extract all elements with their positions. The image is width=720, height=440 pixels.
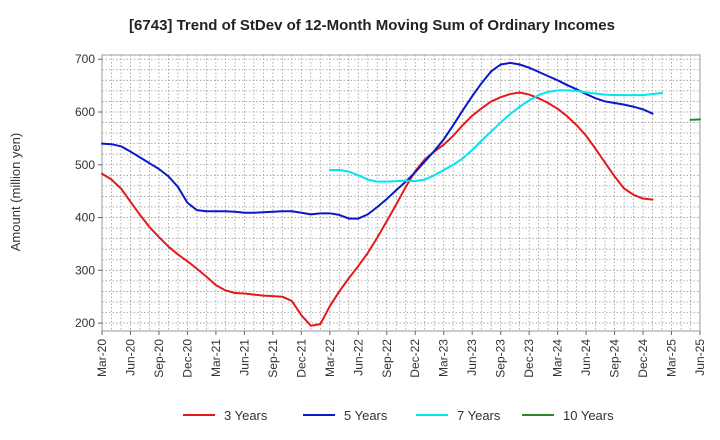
x-tick-label: Jun-20 bbox=[123, 339, 137, 376]
x-tick-label: Dec-21 bbox=[294, 339, 308, 378]
x-tick-label: Sep-20 bbox=[152, 339, 166, 378]
x-tick-label: Dec-20 bbox=[180, 339, 194, 378]
y-tick-label: 500 bbox=[75, 158, 95, 172]
y-tick-label: 700 bbox=[75, 52, 95, 66]
x-tick-label: Mar-21 bbox=[209, 339, 223, 377]
plot-area bbox=[101, 54, 701, 332]
legend-label: 10 Years bbox=[563, 408, 614, 423]
x-tick-label: Jun-21 bbox=[237, 339, 251, 376]
legend-label: 3 Years bbox=[224, 408, 268, 423]
x-tick-label: Jun-24 bbox=[579, 339, 593, 376]
y-tick-label: 200 bbox=[75, 316, 95, 330]
x-tick-label: Mar-25 bbox=[665, 339, 679, 377]
y-tick-label: 600 bbox=[75, 105, 95, 119]
x-tick-label: Jun-25 bbox=[693, 339, 707, 376]
x-tick-label: Mar-20 bbox=[95, 339, 109, 377]
y-axis-label: Amount (million yen) bbox=[8, 133, 23, 252]
series-line-10-years bbox=[689, 118, 701, 121]
series-line-7-years bbox=[328, 89, 664, 183]
x-tick-label: Sep-21 bbox=[266, 339, 280, 378]
series-line-5-years bbox=[101, 61, 654, 220]
x-tick-label: Dec-24 bbox=[636, 339, 650, 378]
x-tick-label: Mar-24 bbox=[551, 339, 565, 377]
x-tick-label: Jun-22 bbox=[351, 339, 365, 376]
x-tick-label: Dec-22 bbox=[408, 339, 422, 378]
x-tick-label: Sep-23 bbox=[494, 339, 508, 378]
legend: 3 Years 5 Years 7 Years 10 Years bbox=[183, 408, 614, 423]
chart-title: [6743] Trend of StDev of 12-Month Moving… bbox=[129, 17, 615, 34]
y-tick-label: 400 bbox=[75, 211, 95, 225]
x-tick-label: Sep-24 bbox=[608, 339, 622, 378]
x-tick-label: Mar-22 bbox=[323, 339, 337, 377]
grid bbox=[102, 55, 700, 331]
x-tick-label: Mar-23 bbox=[437, 339, 451, 377]
legend-label: 5 Years bbox=[344, 408, 388, 423]
y-tick-label: 300 bbox=[75, 263, 95, 277]
series-line-3-years bbox=[101, 91, 654, 327]
x-ticks: Mar-20 Jun-20 Sep-20 Dec-20 Mar-21 Jun-21 Sep-… bbox=[95, 331, 707, 378]
x-tick-label: Jun-23 bbox=[465, 339, 479, 376]
legend-label: 7 Years bbox=[457, 408, 501, 423]
series-layer bbox=[101, 61, 701, 327]
x-tick-label: Sep-22 bbox=[380, 339, 394, 378]
y-ticks: 200 300 400 500 600 700 bbox=[75, 52, 102, 330]
x-tick-label: Dec-23 bbox=[522, 339, 536, 378]
